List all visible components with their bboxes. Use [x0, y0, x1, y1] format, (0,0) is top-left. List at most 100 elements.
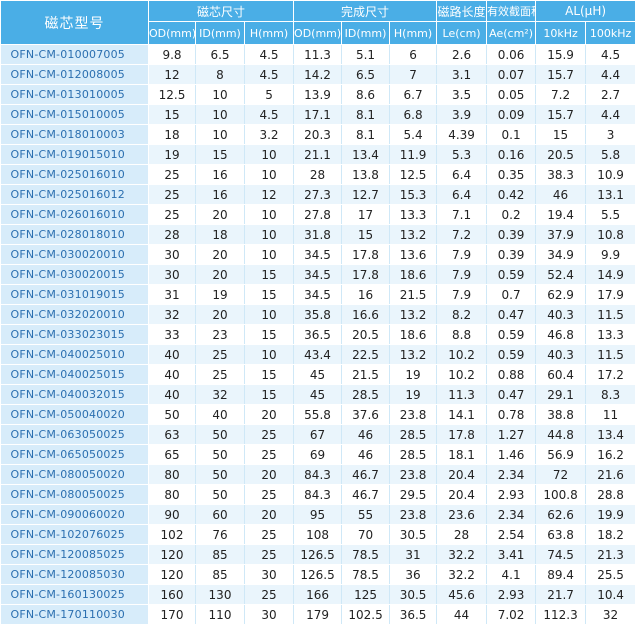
cell-al-10khz: 62.6	[536, 505, 586, 525]
cell-ae: 0.88	[487, 365, 536, 385]
cell-le: 44	[437, 605, 487, 625]
cell-al-10khz: 15.7	[536, 65, 586, 85]
cell-h: 5	[245, 85, 294, 105]
cell-id: 50	[196, 485, 245, 505]
cell-ae: 0.78	[487, 405, 536, 425]
cell-od: 12.5	[149, 85, 196, 105]
cell-h: 10	[245, 225, 294, 245]
cell-model: OFN-CM-018010003	[1, 125, 149, 145]
cell-h-finished: 11.9	[390, 145, 437, 165]
cell-id: 16	[196, 185, 245, 205]
cell-id-finished: 8.6	[342, 85, 390, 105]
cell-od-finished: 34.5	[294, 245, 342, 265]
cell-al-100khz: 8.3	[586, 385, 635, 405]
cell-od: 25	[149, 205, 196, 225]
cell-h-finished: 18.6	[390, 265, 437, 285]
cell-le: 6.4	[437, 185, 487, 205]
cell-id-finished: 37.6	[342, 405, 390, 425]
cell-id-finished: 46.7	[342, 465, 390, 485]
header-model: 磁芯型号	[1, 1, 149, 45]
cell-id-finished: 125	[342, 585, 390, 605]
cell-od: 80	[149, 485, 196, 505]
cell-od: 160	[149, 585, 196, 605]
cell-od: 19	[149, 145, 196, 165]
cell-al-100khz: 3	[586, 125, 635, 145]
cell-id-finished: 70	[342, 525, 390, 545]
cell-ae: 0.59	[487, 325, 536, 345]
cell-al-100khz: 11.5	[586, 345, 635, 365]
cell-od-finished: 28	[294, 165, 342, 185]
cell-id-finished: 46	[342, 445, 390, 465]
cell-id: 20	[196, 265, 245, 285]
cell-al-10khz: 34.9	[536, 245, 586, 265]
cell-le: 23.6	[437, 505, 487, 525]
cell-h: 10	[245, 305, 294, 325]
cell-id: 8	[196, 65, 245, 85]
cell-id: 25	[196, 365, 245, 385]
cell-le: 20.4	[437, 465, 487, 485]
cell-al-100khz: 2.7	[586, 85, 635, 105]
cell-le: 3.9	[437, 105, 487, 125]
cell-ae: 0.42	[487, 185, 536, 205]
cell-ae: 2.34	[487, 465, 536, 485]
cell-od: 18	[149, 125, 196, 145]
cell-model: OFN-CM-040025015	[1, 365, 149, 385]
cell-id-finished: 21.5	[342, 365, 390, 385]
header-group-row: 磁芯型号 磁芯尺寸 完成尺寸 磁路长度 有效截面积 AL(μH)	[1, 1, 635, 22]
cell-model: OFN-CM-040032015	[1, 385, 149, 405]
cell-ae: 0.39	[487, 245, 536, 265]
cell-id-finished: 46.7	[342, 485, 390, 505]
cell-od-finished: 20.3	[294, 125, 342, 145]
cell-al-100khz: 21.6	[586, 465, 635, 485]
cell-al-100khz: 10.4	[586, 585, 635, 605]
cell-id-finished: 16	[342, 285, 390, 305]
cell-od: 63	[149, 425, 196, 445]
cell-od-finished: 13.9	[294, 85, 342, 105]
cell-od-finished: 45	[294, 385, 342, 405]
cell-le: 45.6	[437, 585, 487, 605]
cell-id: 23	[196, 325, 245, 345]
cell-h-finished: 23.8	[390, 405, 437, 425]
cell-od-finished: 34.5	[294, 265, 342, 285]
cell-h: 15	[245, 365, 294, 385]
cell-ae: 2.54	[487, 525, 536, 545]
header-sub-od: OD(mm)	[149, 22, 196, 45]
cell-model: OFN-CM-015010005	[1, 105, 149, 125]
cell-od: 120	[149, 565, 196, 585]
cell-ae: 3.41	[487, 545, 536, 565]
cell-model: OFN-CM-160130025	[1, 585, 149, 605]
cell-le: 3.5	[437, 85, 487, 105]
cell-al-10khz: 29.1	[536, 385, 586, 405]
cell-h-finished: 6.8	[390, 105, 437, 125]
cell-od: 80	[149, 465, 196, 485]
cell-od-finished: 67	[294, 425, 342, 445]
cell-ae: 0.47	[487, 385, 536, 405]
cell-al-100khz: 10.9	[586, 165, 635, 185]
cell-h: 4.5	[245, 105, 294, 125]
cell-al-100khz: 9.9	[586, 245, 635, 265]
cell-ae: 0.06	[487, 45, 536, 65]
cell-le: 8.2	[437, 305, 487, 325]
cell-al-100khz: 16.2	[586, 445, 635, 465]
cell-h-finished: 29.5	[390, 485, 437, 505]
cell-al-100khz: 4.5	[586, 45, 635, 65]
cell-model: OFN-CM-050040020	[1, 405, 149, 425]
cell-od: 120	[149, 545, 196, 565]
cell-od: 32	[149, 305, 196, 325]
cell-al-10khz: 112.3	[536, 605, 586, 625]
cell-model: OFN-CM-170110030	[1, 605, 149, 625]
cell-le: 7.9	[437, 265, 487, 285]
cell-al-100khz: 5.8	[586, 145, 635, 165]
cell-al-10khz: 19.4	[536, 205, 586, 225]
cell-model: OFN-CM-026016010	[1, 205, 149, 225]
cell-le: 7.9	[437, 245, 487, 265]
